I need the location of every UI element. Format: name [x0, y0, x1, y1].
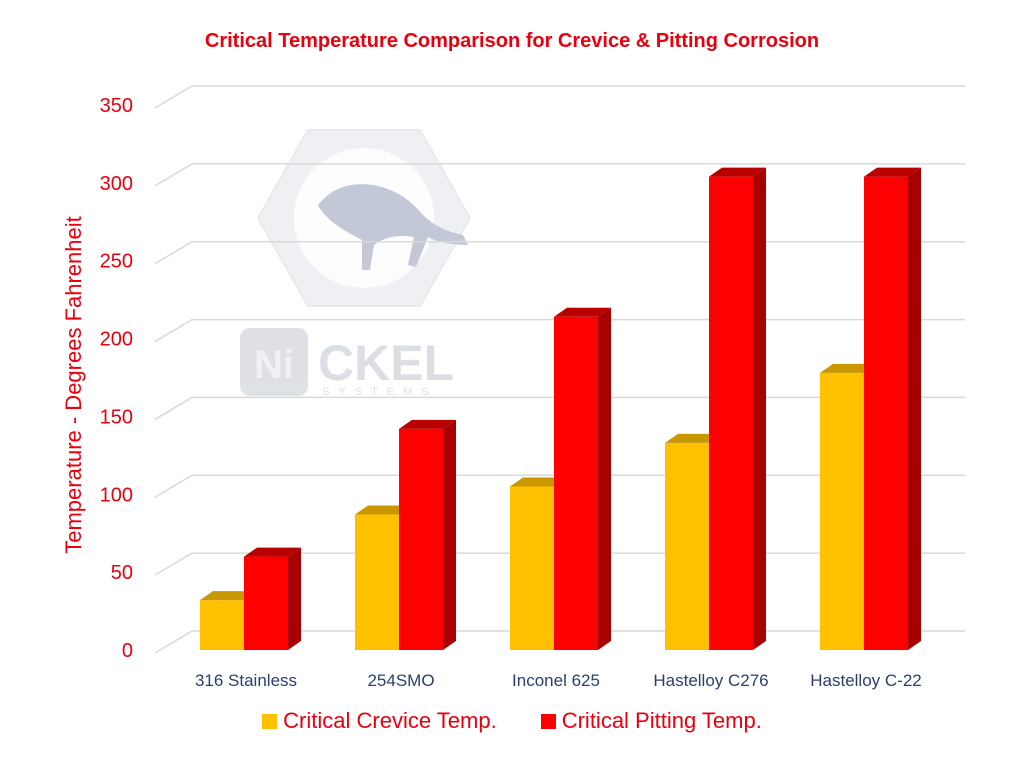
bar-side [598, 307, 611, 650]
chart-title: Critical Temperature Comparison for Crev… [204, 30, 820, 52]
watermark-text: CKEL [318, 335, 454, 391]
bar-top [665, 433, 722, 443]
bar-pitting [244, 556, 288, 650]
y-tick-label: 50 [111, 562, 133, 584]
legend-label-crevice: Critical Crevice Temp. [283, 708, 497, 733]
bar-pitting [864, 176, 908, 650]
bar-side [753, 167, 766, 650]
bar-top [709, 167, 766, 177]
gridline [154, 396, 965, 421]
x-tick-label: Hastelloy C-22 [810, 671, 922, 690]
gridline [154, 240, 965, 265]
bar-pitting [554, 316, 598, 650]
legend-swatch-crevice [262, 713, 278, 729]
y-tick-label: 0 [122, 640, 133, 662]
y-tick-label: 100 [100, 484, 133, 506]
y-tick-label: 150 [100, 406, 133, 428]
bar-crevice [510, 486, 554, 650]
bar-pitting [709, 176, 753, 650]
bar-crevice [820, 372, 864, 650]
y-axis-title: Temperature - Degrees Fahrenheit [61, 216, 86, 554]
hex-nut-icon [256, 129, 472, 307]
bar-top [399, 419, 456, 429]
x-tick-label: Hastelloy C276 [653, 671, 768, 690]
bar-top [510, 477, 567, 487]
legend: Critical Crevice Temp. Critical Pitting … [0, 708, 1024, 734]
bar-side [443, 419, 456, 650]
bar-crevice [665, 442, 709, 650]
legend-swatch-pitting [540, 713, 556, 729]
bar-pitting [399, 428, 443, 650]
ni-badge [240, 328, 308, 396]
y-tick-label: 200 [100, 329, 133, 351]
bars [200, 167, 921, 650]
hex-nut-hole-icon [294, 148, 434, 288]
gridline [154, 85, 965, 109]
bar-top [355, 505, 412, 515]
bar-top [200, 591, 257, 601]
watermark-ni: Ni [254, 343, 294, 387]
watermark-logo [240, 129, 472, 396]
watermark-subtext: SYSTEMS [322, 386, 438, 398]
y-tick-label: 350 [100, 95, 133, 117]
bar-top [864, 167, 921, 177]
legend-item-pitting: Critical Pitting Temp. [540, 708, 762, 734]
bar-crevice [355, 514, 399, 650]
bar-top [554, 307, 611, 317]
x-tick-label: Inconel 625 [512, 671, 600, 690]
y-axis-ticks: 0 50 100 150 200 250 300 350 [100, 95, 133, 662]
x-axis-ticks: 316 Stainless 254SMO Inconel 625 Hastelloy … [195, 671, 922, 690]
bar-side [288, 547, 301, 650]
x-tick-label: 254SMO [367, 671, 434, 690]
legend-label-pitting: Critical Pitting Temp. [561, 708, 762, 733]
bar-top [244, 547, 301, 557]
gridline [154, 163, 965, 187]
bar-top [820, 363, 877, 373]
x-tick-label: 316 Stainless [195, 671, 297, 690]
legend-item-crevice: Critical Crevice Temp. [262, 708, 497, 734]
y-tick-label: 250 [100, 251, 133, 273]
y-tick-label: 300 [100, 173, 133, 195]
bison-icon [318, 184, 468, 270]
bar-crevice [200, 600, 244, 650]
bar-side [908, 167, 921, 650]
gridline [154, 318, 965, 343]
